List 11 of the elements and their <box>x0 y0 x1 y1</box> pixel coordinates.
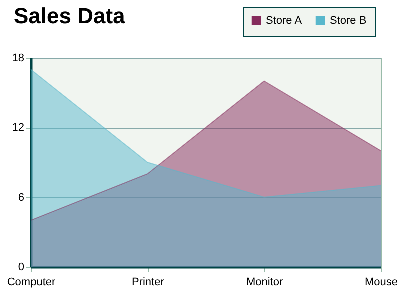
x-tick-label: Monitor <box>246 276 284 288</box>
x-tick-label: Mouse <box>364 276 398 288</box>
x-tick-label: Computer <box>7 276 56 288</box>
x-tick-label: Printer <box>132 276 165 288</box>
y-tick-label: 6 <box>18 192 24 204</box>
legend-label: Store A <box>266 14 303 27</box>
legend-label: Store B <box>330 14 367 27</box>
y-tick-label: 12 <box>12 122 24 134</box>
y-tick-label: 0 <box>18 262 24 274</box>
chart-title: Sales Data <box>14 4 126 28</box>
y-tick-label: 18 <box>12 52 24 64</box>
